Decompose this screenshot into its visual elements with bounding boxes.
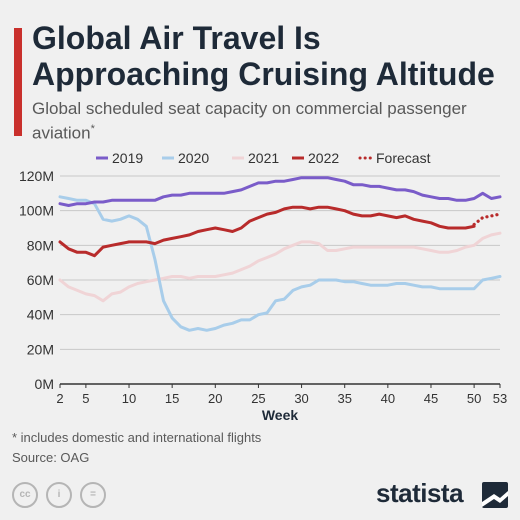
y-tick-label: 100M [19,203,54,219]
x-axis-label: Week [262,407,299,420]
y-tick-label: 80M [27,237,54,253]
x-tick-label: 45 [424,391,438,406]
y-tick-label: 20M [27,341,54,357]
x-tick-label: 50 [467,391,481,406]
license-icons: cc i = [12,482,114,508]
legend-label-2019: 2019 [112,150,143,166]
subtitle-footnote-mark: * [90,123,95,135]
legend-label-2021: 2021 [248,150,279,166]
x-tick-label: 35 [337,391,351,406]
y-tick-label: 120M [19,168,54,184]
series-line-2020 [58,195,502,332]
source: Source: OAG [12,450,90,465]
subtitle-text: Global scheduled seat capacity on commer… [32,99,467,143]
series-line-2021 [58,231,502,303]
chart-subtitle: Global scheduled seat capacity on commer… [32,98,502,144]
legend-label-2022: 2022 [308,150,339,166]
x-tick-label: 2 [56,391,63,406]
legend-label-2020: 2020 [178,150,209,166]
x-tick-label: 40 [381,391,395,406]
brand-logo-icon [482,482,508,508]
x-tick-label: 20 [208,391,222,406]
y-tick-label: 60M [27,272,54,288]
series-line-2019 [58,176,502,207]
y-tick-label: 40M [27,307,54,323]
accent-bar [14,28,22,136]
x-tick-label: 30 [294,391,308,406]
y-tick-label: 0M [35,376,54,392]
footnote: * includes domestic and international fl… [12,430,262,445]
x-tick-label: 5 [82,391,89,406]
cc-icon[interactable]: cc [12,482,38,508]
x-tick-label: 53 [493,391,507,406]
series-line-2022 [58,205,476,258]
legend-label-forecast: Forecast [376,150,431,166]
chart-title: Global Air Travel Is Approaching Cruisin… [32,20,495,92]
series-line-forecast [472,212,502,227]
no-derivatives-icon[interactable]: = [80,482,106,508]
x-tick-label: 25 [251,391,265,406]
attribution-icon[interactable]: i [46,482,72,508]
x-tick-label: 10 [122,391,136,406]
x-tick-label: 15 [165,391,179,406]
brand-logo-text: statista [376,478,464,508]
